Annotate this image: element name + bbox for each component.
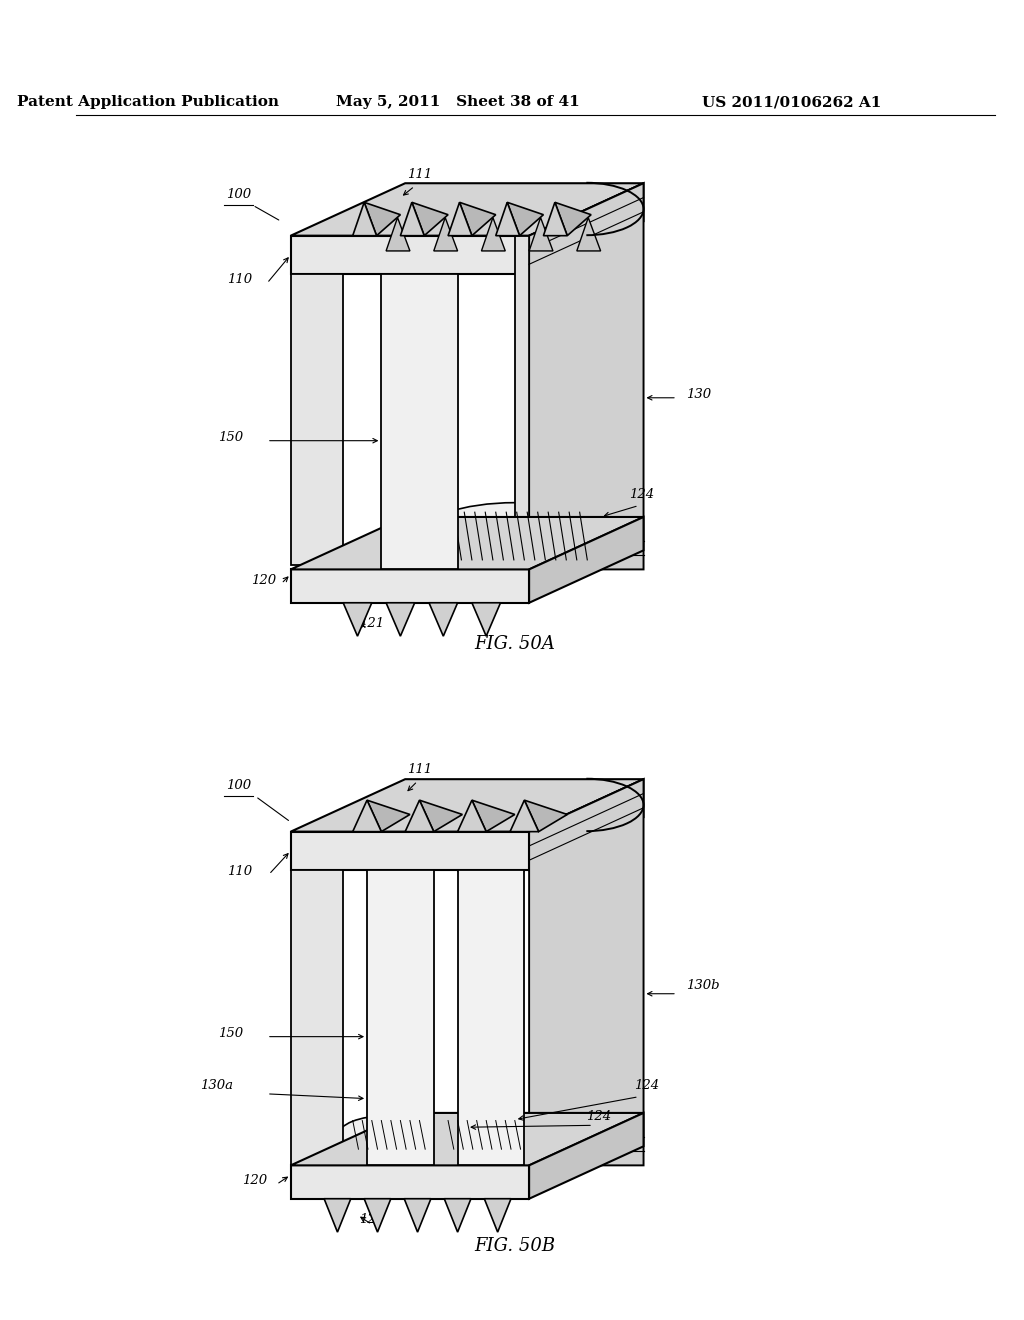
Circle shape <box>312 553 336 576</box>
Polygon shape <box>291 1113 643 1166</box>
Text: 121: 121 <box>359 1213 384 1225</box>
Ellipse shape <box>381 264 458 284</box>
Polygon shape <box>472 800 515 832</box>
Polygon shape <box>291 870 343 1166</box>
Polygon shape <box>529 183 643 569</box>
Text: 111: 111 <box>407 169 432 181</box>
Polygon shape <box>529 183 643 273</box>
Polygon shape <box>291 569 529 603</box>
Text: 100: 100 <box>225 187 251 201</box>
Polygon shape <box>325 1199 351 1232</box>
Text: 100: 100 <box>225 779 251 792</box>
Polygon shape <box>524 800 567 832</box>
Polygon shape <box>458 870 524 1166</box>
Polygon shape <box>291 273 343 565</box>
Polygon shape <box>381 273 458 569</box>
Polygon shape <box>386 218 410 251</box>
Polygon shape <box>529 779 643 1166</box>
Text: 124: 124 <box>587 1110 611 1122</box>
Ellipse shape <box>367 1156 434 1173</box>
Text: 111: 111 <box>407 763 432 776</box>
Text: FIG. 50A: FIG. 50A <box>474 635 555 652</box>
Polygon shape <box>449 202 472 236</box>
Text: May 5, 2011   Sheet 38 of 41: May 5, 2011 Sheet 38 of 41 <box>336 95 580 110</box>
Ellipse shape <box>458 861 524 878</box>
Polygon shape <box>291 236 529 273</box>
Polygon shape <box>291 1166 529 1199</box>
Text: 120: 120 <box>242 1175 267 1188</box>
Polygon shape <box>365 202 400 236</box>
Polygon shape <box>406 800 434 832</box>
Circle shape <box>312 1154 336 1177</box>
Circle shape <box>312 878 336 900</box>
Polygon shape <box>529 218 553 251</box>
Ellipse shape <box>458 1156 524 1173</box>
Polygon shape <box>577 218 601 251</box>
Ellipse shape <box>420 503 610 569</box>
Polygon shape <box>484 1199 511 1232</box>
Polygon shape <box>291 183 643 236</box>
Ellipse shape <box>338 1115 434 1154</box>
Text: Patent Application Publication: Patent Application Publication <box>16 95 279 110</box>
Polygon shape <box>555 202 591 236</box>
Polygon shape <box>529 1113 643 1199</box>
Polygon shape <box>529 779 643 870</box>
Polygon shape <box>291 517 643 569</box>
Polygon shape <box>481 218 505 251</box>
Polygon shape <box>434 218 458 251</box>
Polygon shape <box>400 202 424 236</box>
Polygon shape <box>529 517 643 603</box>
Text: 130b: 130b <box>686 979 720 991</box>
Polygon shape <box>386 603 415 636</box>
Polygon shape <box>458 800 486 832</box>
Ellipse shape <box>381 560 458 579</box>
Polygon shape <box>404 1199 431 1232</box>
Polygon shape <box>367 870 434 1166</box>
Polygon shape <box>460 202 496 236</box>
Polygon shape <box>472 603 501 636</box>
Polygon shape <box>544 202 567 236</box>
Circle shape <box>312 286 336 309</box>
Text: 110: 110 <box>227 273 253 286</box>
Circle shape <box>410 903 429 923</box>
Polygon shape <box>515 236 558 569</box>
Polygon shape <box>444 1199 471 1232</box>
Text: US 2011/0106262 A1: US 2011/0106262 A1 <box>701 95 881 110</box>
Polygon shape <box>352 202 377 236</box>
Polygon shape <box>420 800 463 832</box>
Text: 124: 124 <box>634 1078 659 1092</box>
Polygon shape <box>343 603 372 636</box>
Text: 124: 124 <box>629 488 654 500</box>
Polygon shape <box>429 603 458 636</box>
Polygon shape <box>507 202 544 236</box>
Text: FIG. 50B: FIG. 50B <box>474 1237 555 1255</box>
Polygon shape <box>496 202 519 236</box>
Ellipse shape <box>434 1115 529 1154</box>
Text: 130: 130 <box>686 388 712 401</box>
Polygon shape <box>352 800 381 832</box>
Polygon shape <box>367 800 410 832</box>
Text: 120: 120 <box>251 574 276 586</box>
Text: 110: 110 <box>227 865 253 878</box>
Circle shape <box>400 312 420 331</box>
Polygon shape <box>291 779 643 832</box>
Text: 150: 150 <box>218 1027 243 1040</box>
Ellipse shape <box>367 861 434 878</box>
Polygon shape <box>412 202 449 236</box>
Polygon shape <box>365 1199 391 1232</box>
Text: 150: 150 <box>218 430 243 444</box>
Polygon shape <box>510 800 539 832</box>
Text: 121: 121 <box>359 616 384 630</box>
Polygon shape <box>291 832 529 870</box>
Text: 130a: 130a <box>201 1078 233 1092</box>
